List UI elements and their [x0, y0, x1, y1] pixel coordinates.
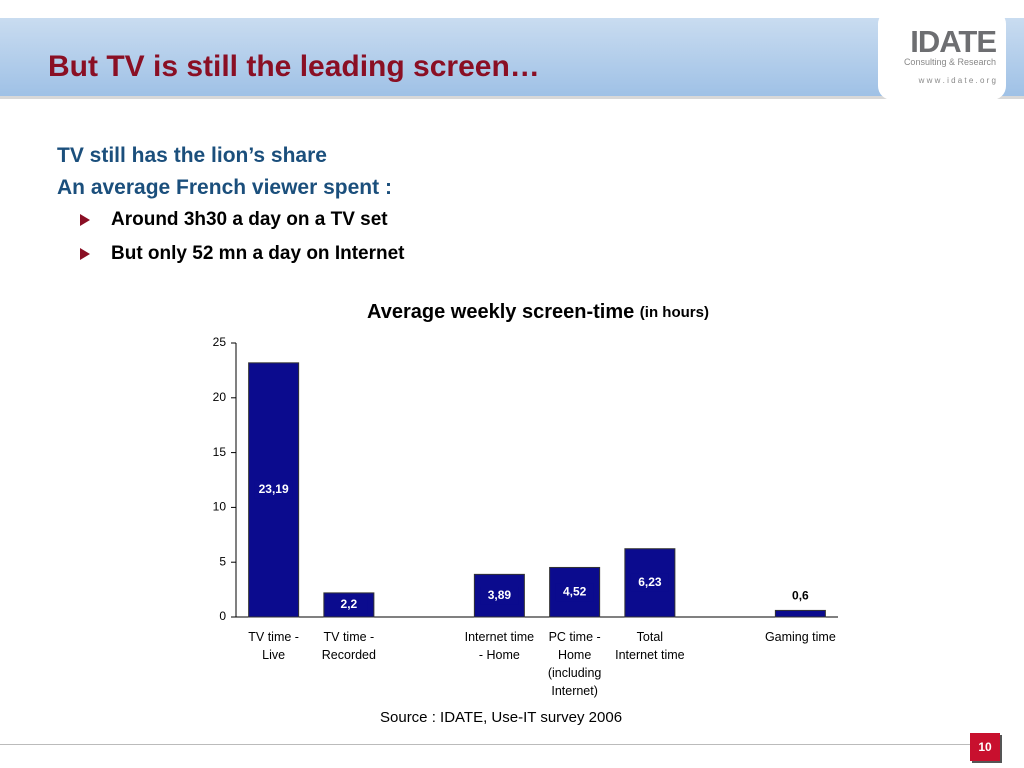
logo-tagline: Consulting & Research — [903, 57, 996, 67]
logo-name: IDATE — [910, 24, 997, 59]
heading: TV still has the lion’s share — [57, 144, 327, 167]
value-label: 23,19 — [259, 482, 289, 496]
source: Source : IDATE, Use-IT survey 2006 — [380, 709, 623, 726]
value-label: 6,23 — [638, 575, 662, 589]
chart-title-unit: (in hours) — [640, 304, 709, 321]
heading: An average French viewer spent : — [57, 176, 392, 199]
slide-title: But TV is still the leading screen… — [48, 50, 540, 83]
footer-line — [0, 744, 1000, 745]
chart-title-text: Average weekly screen-time — [367, 301, 634, 323]
page-number: 10 — [970, 733, 1000, 761]
value-label: 4,52 — [563, 584, 587, 598]
x-tick-label: Total Internet time — [615, 630, 685, 662]
bullet: Around 3h30 a day on a TV set — [111, 209, 388, 230]
x-tick-label: TV time - Recorded — [321, 630, 376, 662]
y-tick-label: 5 — [219, 554, 226, 568]
value-label: 3,89 — [488, 588, 512, 602]
x-tick-label: Internet time - Home — [464, 630, 535, 662]
value-label: 2,2 — [341, 597, 358, 611]
bullet-marker — [80, 248, 90, 260]
x-tick-label: TV time - Live — [248, 630, 299, 662]
value-label-bg — [329, 595, 368, 614]
value-label-bg — [630, 573, 669, 592]
value-label-bg — [555, 583, 594, 602]
y-tick-label: 15 — [213, 445, 227, 459]
value-label: 0,6 — [792, 589, 809, 603]
y-tick-label: 0 — [219, 609, 226, 623]
logo-url: w w w . i d a t e . o r g — [918, 76, 996, 85]
value-label-bg — [480, 586, 519, 605]
y-tick-label: 10 — [213, 500, 227, 514]
x-tick-label: Gaming time — [764, 630, 836, 644]
x-tick-label: PC time - Home (including Internet) — [547, 630, 602, 698]
bar — [774, 609, 826, 618]
value-label-bg — [254, 480, 293, 499]
bullet: But only 52 mn a day on Internet — [111, 243, 405, 264]
y-tick-label: 20 — [213, 390, 227, 404]
header-band — [0, 18, 1024, 99]
y-tick-label: 25 — [213, 335, 227, 349]
logo-box — [878, 10, 1006, 100]
bullet-marker — [80, 214, 90, 226]
chart-title: Average weekly screen-time (in hours) — [367, 301, 709, 323]
